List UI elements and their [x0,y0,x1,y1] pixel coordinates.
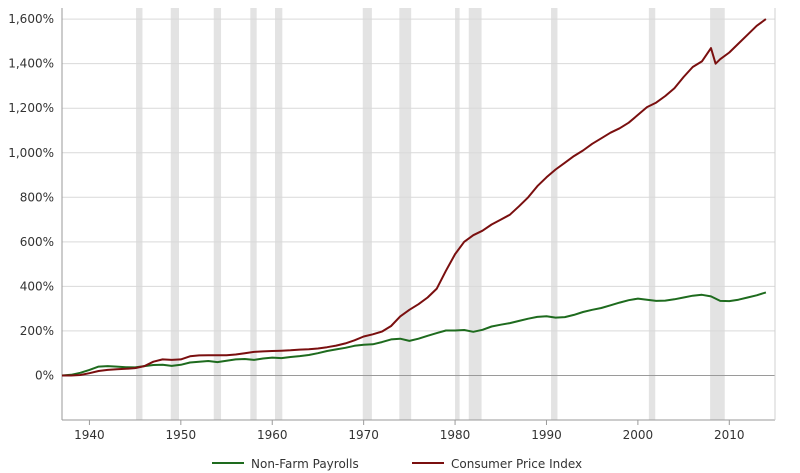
y-tick-label-0: 0% [35,368,54,382]
x-axis-tick-labels: 1940 1950 1960 1970 1980 1990 2000 2010 [74,420,745,442]
series-lines [61,18,767,377]
legend-item-non-farm-payrolls[interactable]: Non-Farm Payrolls [212,457,359,471]
y-tick-label-8: 1,600% [8,12,54,26]
y-tick-label-5: 1,000% [8,146,54,160]
x-tick-label-2: 1960 [257,428,288,442]
recession-band-4 [274,8,283,420]
legend: Non-Farm Payrolls Consumer Price Index [212,457,582,471]
x-tick-label-3: 1970 [348,428,379,442]
recession-band-9 [551,8,558,420]
y-tick-label-7: 1,400% [8,57,54,71]
y-tick-label-1: 200% [20,324,54,338]
series-line-consumer-price-index [62,18,767,377]
x-tick-label-4: 1980 [440,428,471,442]
recession-band-11 [710,8,725,420]
recession-band-7 [455,8,460,420]
recession-band-10 [648,8,656,420]
legend-label-consumer-price-index: Consumer Price Index [451,457,582,471]
y-tick-label-3: 600% [20,235,54,249]
recession-band-8 [468,8,482,420]
y-axis-tick-labels: 0% 200% 400% 600% 800% 1,000% 1,200% 1,400% 1,60… [8,12,54,382]
x-tick-label-1: 1950 [166,428,197,442]
axes [61,8,776,421]
y-tick-label-4: 800% [20,190,54,204]
recession-band-3 [250,8,257,420]
recession-bands [136,8,725,420]
legend-label-non-farm-payrolls: Non-Farm Payrolls [251,457,359,471]
recession-band-0 [136,8,143,420]
y-tick-label-2: 400% [20,279,54,293]
recession-band-2 [213,8,222,420]
y-tick-label-6: 1,200% [8,101,54,115]
recession-band-5 [362,8,372,420]
gridlines [62,18,775,332]
x-tick-label-0: 1940 [74,428,105,442]
legend-item-consumer-price-index[interactable]: Consumer Price Index [412,457,582,471]
recession-band-6 [399,8,412,420]
x-tick-label-7: 2010 [714,428,745,442]
x-tick-label-5: 1990 [531,428,562,442]
series-line-non-farm-payrolls [61,291,767,377]
recession-band-1 [170,8,180,420]
x-tick-label-6: 2000 [623,428,654,442]
